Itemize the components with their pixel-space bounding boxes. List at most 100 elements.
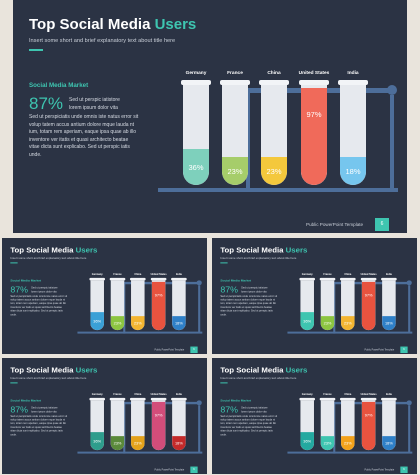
tube-glass: 23%: [131, 400, 145, 451]
tube-value-label: 23%: [323, 321, 332, 326]
tube-cap: [150, 277, 167, 281]
tube-fill-bar: [382, 436, 396, 451]
tube-value-label: 18%: [345, 167, 361, 176]
tube-cap: [129, 397, 146, 401]
tube-fill-bar: [261, 157, 287, 185]
rack-pole: [123, 403, 126, 454]
tube-cap: [181, 80, 211, 85]
tube-category-label: United States: [360, 273, 377, 276]
tube-fill-bar: [172, 316, 186, 331]
rack-pole: [123, 283, 126, 334]
tube-value-label: 36%: [303, 319, 312, 324]
tube-cap: [339, 397, 356, 401]
rack-post: [390, 95, 394, 190]
slide-thumbnail-2[interactable]: Top Social Media Users Insert some short…: [212, 238, 417, 354]
tube-category-label: Germany: [301, 393, 313, 396]
market-value: 87%: [220, 404, 239, 415]
tube-fill-bar: [151, 401, 166, 451]
tube-value-label: 18%: [174, 321, 183, 326]
tube-cap: [89, 277, 106, 281]
footer-text: Public PowerPoint Template: [306, 222, 364, 227]
rack-post: [408, 285, 411, 333]
tube-glass: 23%: [261, 85, 287, 185]
slide-title: Top Social Media Users: [220, 365, 308, 375]
tube-glass: 23%: [341, 280, 355, 331]
page-number: 6: [190, 466, 198, 474]
footer-text: Public PowerPoint Template: [154, 468, 185, 472]
slide-thumbnail-4[interactable]: Top Social Media Users Insert some short…: [212, 358, 417, 474]
market-side-text: Sed ut perspic iatistore lorem ipsum dol…: [241, 406, 268, 414]
tube-fill-bar: [90, 312, 104, 331]
tube-fill-bar: [183, 149, 209, 185]
tube-fill-bar: [320, 316, 335, 331]
tube-category-label: Germany: [185, 71, 207, 76]
rack-knob: [196, 280, 202, 286]
market-value: 87%: [10, 404, 29, 415]
tube-category-label: India: [347, 71, 359, 76]
tube-glass: 23%: [222, 85, 248, 185]
market-label: Social Media Market: [29, 82, 89, 89]
market-label: Social Media Market: [220, 398, 252, 403]
market-body-text: Sed ut perspiciatis unde omnis iste natu…: [10, 294, 68, 317]
tube-value-label: 36%: [93, 439, 102, 444]
tube-value-label: 23%: [113, 441, 122, 446]
tube-category-label: France: [113, 393, 122, 396]
tube-glass: 23%: [320, 400, 335, 451]
footer-text: Public PowerPoint Template: [154, 348, 185, 352]
tube-cap: [299, 277, 316, 281]
market-value: 87%: [220, 284, 239, 295]
tube-glass: 18%: [340, 85, 366, 185]
slide-subtitle: Insert some short and brief explanatory …: [10, 376, 87, 380]
market-side-text: Sed ut perspic iatistore lorem ipsum dol…: [31, 406, 58, 414]
tube-value-label: 97%: [364, 412, 373, 418]
title-underline: [29, 49, 43, 51]
slide-thumbnail-3[interactable]: Top Social Media Users Insert some short…: [2, 358, 207, 474]
tube-category-label: China: [134, 273, 142, 276]
tube-cap: [299, 397, 316, 401]
tube-cap: [319, 397, 336, 401]
tube-fill-bar: [341, 436, 355, 451]
tube-category-label: India: [385, 393, 392, 396]
tube-value-label: 36%: [303, 439, 312, 444]
tube-fill-bar: [110, 436, 125, 451]
tube-glass: 18%: [382, 400, 396, 451]
page-number: 6: [190, 346, 198, 354]
market-value: 87%: [29, 94, 64, 113]
tube-fill-bar: [131, 316, 145, 331]
tube-fill-bar: [222, 157, 248, 185]
tube-value-label: 23%: [133, 441, 142, 446]
tube-value-label: 18%: [384, 441, 393, 446]
tube-glass: 36%: [90, 280, 104, 331]
tube-value-label: 23%: [323, 441, 332, 446]
page-number: 6: [400, 346, 408, 354]
market-label: Social Media Market: [10, 398, 42, 403]
tube-glass: 36%: [183, 85, 209, 185]
tube-fill-bar: [300, 312, 314, 331]
market-body-text: Sed ut perspiciatis unde omnis iste natu…: [10, 414, 68, 437]
tube-value-label: 36%: [93, 319, 102, 324]
tube-cap: [360, 277, 377, 281]
title-underline: [10, 382, 18, 384]
tube-value-label: 23%: [113, 321, 122, 326]
tube-category-label: India: [385, 273, 392, 276]
tube-category-label: France: [227, 71, 243, 76]
tube-cap: [319, 277, 336, 281]
market-side-text: Sed ut perspic iatistore lorem ipsum dol…: [31, 286, 58, 294]
market-body-text: Sed ut perspiciatis unde omnis iste natu…: [220, 294, 278, 317]
tube-glass: 97%: [361, 280, 376, 331]
tube-value-label: 23%: [266, 167, 282, 176]
tube-category-label: Germany: [91, 393, 103, 396]
tube-value-label: 23%: [343, 321, 352, 326]
tube-glass: 36%: [300, 280, 314, 331]
tube-glass: 18%: [172, 400, 186, 451]
title-underline: [220, 382, 228, 384]
rack-knob: [406, 280, 412, 286]
page-number: 6: [375, 218, 389, 231]
tube-glass: 23%: [110, 400, 125, 451]
tube-fill-bar: [172, 436, 186, 451]
tube-cap: [381, 277, 397, 281]
tube-glass: 36%: [300, 400, 314, 451]
tube-cap: [129, 277, 146, 281]
slide-thumbnail-1[interactable]: Top Social Media Users Insert some short…: [2, 238, 207, 354]
tube-value-label: 23%: [133, 321, 142, 326]
